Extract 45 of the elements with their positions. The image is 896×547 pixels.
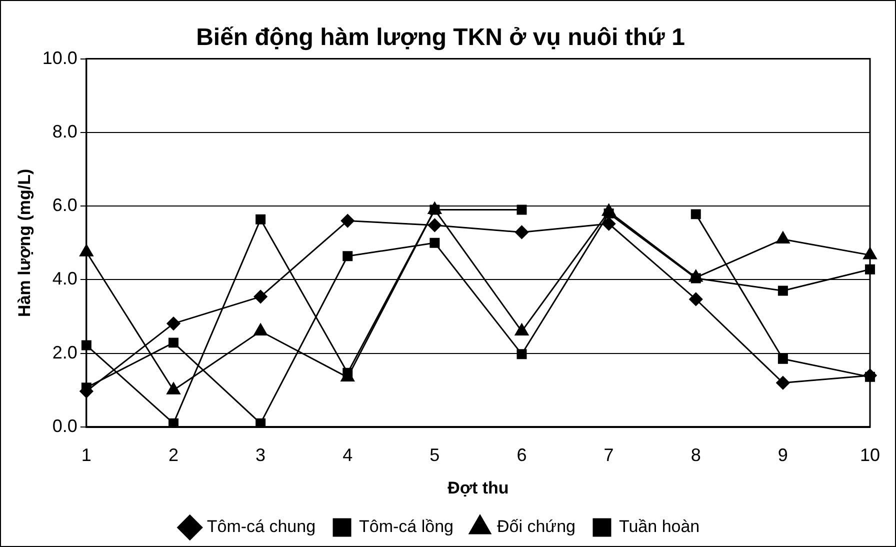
point [776, 376, 790, 390]
x-tick-label: 4 [342, 444, 353, 465]
point [778, 286, 788, 296]
legend-label: Tuần hoàn [618, 517, 700, 536]
point [256, 214, 266, 224]
x-axis-title: Đợt thu [448, 478, 509, 498]
point [515, 225, 528, 239]
point [256, 418, 266, 427]
y-tick-label: 6.0 [52, 195, 78, 216]
y-tick-label: 10.0 [42, 48, 78, 68]
x-tick-label: 5 [430, 444, 440, 465]
x-tick-label: 8 [690, 444, 701, 465]
point [516, 349, 527, 360]
x-tick-label: 2 [168, 444, 179, 465]
x-tick-label: 7 [604, 444, 614, 465]
point [254, 290, 268, 304]
legend-label: Tôm-cá lồng [359, 517, 454, 536]
y-tick-label: 2.0 [52, 342, 78, 362]
point [690, 209, 701, 220]
y-tick-label: 0.0 [52, 416, 78, 436]
x-tick-label: 6 [516, 444, 527, 465]
point [168, 418, 178, 427]
point [778, 354, 788, 364]
y-axis-title: Hàm lượng (mg/L) [14, 168, 34, 317]
y-tick-label: 8.0 [52, 121, 78, 142]
point [602, 217, 616, 231]
point [689, 292, 703, 306]
x-tick-label: 10 [860, 444, 880, 465]
legend-label: Tôm-cá chung [206, 517, 316, 536]
point [863, 368, 877, 382]
x-tick-label: 3 [256, 444, 266, 465]
legend-label: Đối chứng [497, 517, 576, 536]
point [340, 214, 354, 228]
point [254, 324, 268, 336]
point [342, 251, 353, 262]
chart-title: Biến động hàm lượng TKN ở vụ nuôi thứ 1 [196, 24, 685, 52]
point [428, 218, 442, 232]
point [430, 238, 440, 248]
x-tick-label: 1 [81, 444, 92, 465]
point [168, 338, 178, 348]
point [514, 324, 529, 336]
x-tick-label: 9 [778, 444, 788, 465]
point [516, 204, 527, 215]
point [166, 316, 180, 330]
y-tick-label: 4.0 [52, 268, 78, 289]
